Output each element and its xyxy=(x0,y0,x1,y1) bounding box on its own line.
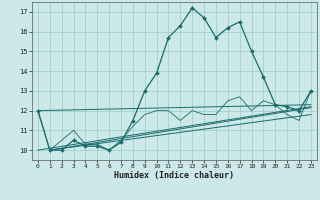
X-axis label: Humidex (Indice chaleur): Humidex (Indice chaleur) xyxy=(115,171,234,180)
